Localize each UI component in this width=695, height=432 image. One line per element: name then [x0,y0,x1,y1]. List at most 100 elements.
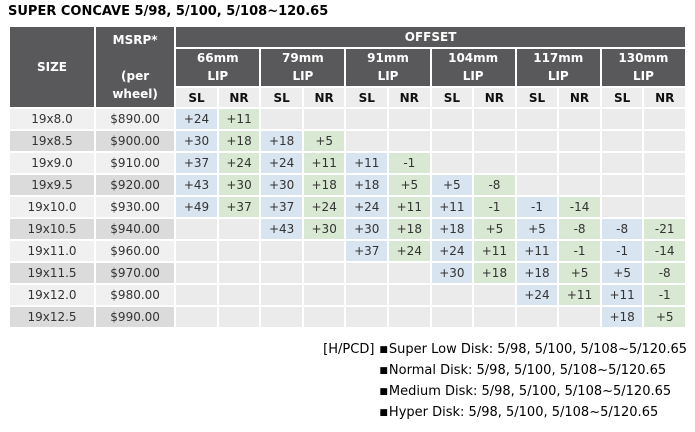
header-row-lips: 66mm LIP 79mm LIP 91mm LIP 104mm LIP 117mm L… [10,49,685,86]
sl-subheader: SL [176,88,217,107]
offset-cell: +37 [346,241,388,261]
size-cell: 19x11.0 [10,241,95,261]
offset-cell: +11 [431,197,473,217]
page-title: SUPER CONCAVE 5/98, 5/100, 5/108~120.65 [8,4,329,19]
lip-column-header: 130mm LIP [601,49,685,86]
msrp-cell: $900.00 [96,131,175,151]
footnote-line: ■Medium Disk: 5/98, 5/100, 5/108~5/120.6… [379,382,687,403]
offset-cell [516,109,558,129]
offset-cell [559,131,600,151]
offset-cell: +30 [431,263,473,283]
offset-cell: -1 [601,241,643,261]
offset-cell: +5 [431,175,473,195]
offset-cell: +24 [431,241,473,261]
sl-subheader: SL [431,88,473,107]
offset-cell: +11 [559,285,600,305]
sl-subheader: SL [261,88,302,107]
offset-cell [516,175,558,195]
offset-cell: -8 [644,263,685,283]
lip-column-header: 66mm LIP [176,49,260,86]
bullet-square-icon: ■ [379,345,388,355]
offset-cell [644,175,685,195]
offset-cell [644,197,685,217]
offset-cell: -14 [559,197,600,217]
offset-cell: +43 [261,219,302,239]
footnote-line: ■Hyper Disk: 5/98, 5/100, 5/108~5/120.65 [379,403,687,424]
sl-subheader: SL [516,88,558,107]
table-row: 19x8.0 $890.00 +24 +11 [10,109,685,129]
offset-cell: +37 [176,153,217,173]
table-row: 19x9.5 $920.00 +43 +30 +30 +18 +18 +5 +5 -8 [10,175,685,195]
table-row: 19x12.0 $980.00 +24 +11 +11 -1 [10,285,685,305]
offset-cell: +24 [218,153,260,173]
offset-cell [346,131,388,151]
msrp-cell: $910.00 [96,153,175,173]
size-cell: 19x8.0 [10,109,95,129]
offset-cell [176,285,217,305]
offset-cell: +24 [346,197,388,217]
hpcd-item-list: ■Super Low Disk: 5/98, 5/100, 5/108~5/12… [379,340,687,424]
offset-cell: -8 [601,219,643,239]
offset-cell: +24 [176,109,217,129]
offset-cell: +30 [346,219,388,239]
offset-cell [176,263,217,283]
offset-cell [431,131,473,151]
size-cell: 19x10.5 [10,219,95,239]
hpcd-footnote: [H/PCD] ■Super Low Disk: 5/98, 5/100, 5/… [8,340,687,424]
offset-cell [176,219,217,239]
offset-cell [516,131,558,151]
offset-cell [516,153,558,173]
offset-cell: +5 [516,219,558,239]
offset-cell [516,307,558,327]
offset-cell [303,241,345,261]
offset-cell: +43 [176,175,217,195]
msrp-cell: $940.00 [96,219,175,239]
offset-cell [261,241,302,261]
offset-cell: -14 [644,241,685,261]
table-row: 19x8.5 $900.00 +30 +18 +18 +5 [10,131,685,151]
offset-pricing-table: SIZE MSRP* (per wheel) OFFSET 66mm LIP 79… [8,25,687,329]
table-row: 19x11.5 $970.00 +30 +18 +18 +5 +5 -8 [10,263,685,283]
offset-cell: +49 [176,197,217,217]
offset-cell [303,307,345,327]
lip-column-header: 79mm LIP [261,49,345,86]
offset-cell [389,285,430,305]
offset-cell [303,263,345,283]
offset-cell [389,307,430,327]
table-row: 19x10.0 $930.00 +49 +37 +37 +24 +24 +11 +11 -1 -1-… [10,197,685,217]
offset-cell [389,131,430,151]
bullet-square-icon: ■ [379,366,388,376]
offset-cell: +5 [303,131,345,151]
offset-cell [601,153,643,173]
offset-cell [559,175,600,195]
offset-cell: +24 [389,241,430,261]
offset-cell [303,109,345,129]
table-row: 19x10.5 $940.00 +43 +30 +30 +18 +18 +5 +5 -8 -8 -21 [10,219,685,239]
offset-cell [261,307,302,327]
offset-cell [431,153,473,173]
table-header: SIZE MSRP* (per wheel) OFFSET 66mm LIP 79… [10,27,685,107]
offset-cell: +30 [218,175,260,195]
table-row: 19x9.0 $910.00 +37 +24 +24 +11 +11 -1 [10,153,685,173]
offset-cell: +11 [389,197,430,217]
hpcd-label: [H/PCD] [323,342,375,357]
offset-cell [346,285,388,305]
size-column-header: SIZE [10,27,95,107]
offset-cell: +18 [474,263,515,283]
offset-cell: +5 [389,175,430,195]
offset-cell [303,285,345,305]
offset-cell [474,153,515,173]
offset-cell: +18 [261,131,302,151]
size-cell: 19x12.5 [10,307,95,327]
offset-cell: +30 [261,175,302,195]
offset-group-header: OFFSET [176,27,685,47]
msrp-cell: $890.00 [96,109,175,129]
nr-subheader: NR [559,88,600,107]
header-row-sl-nr: SL NR SL NR SL NR SL NR SL NR SL NR [10,88,685,107]
offset-cell [261,285,302,305]
offset-cell: +5 [474,219,515,239]
offset-cell [431,109,473,129]
msrp-column-header: MSRP* (per wheel) [96,27,175,107]
offset-cell: +5 [644,307,685,327]
